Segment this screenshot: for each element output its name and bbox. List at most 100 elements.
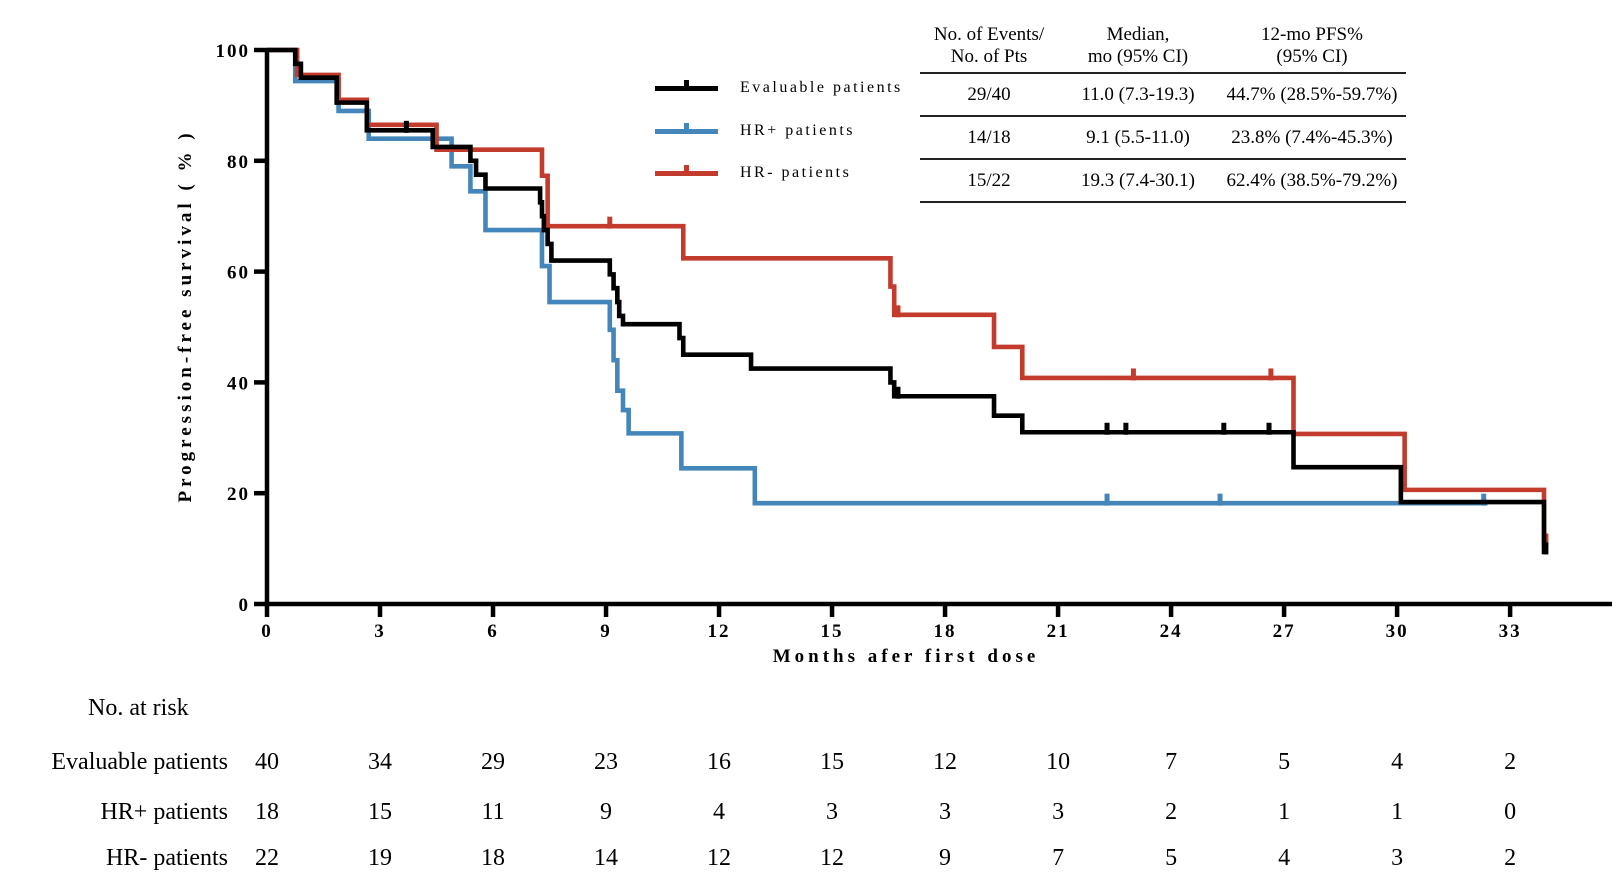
x-tick-label: 18 (934, 621, 957, 642)
risk-count: 4 (1278, 845, 1291, 871)
stats-pfs12: 62.4% (38.5%-79.2%) (1218, 159, 1406, 203)
x-tick-label: 24 (1160, 621, 1183, 642)
risk-row-label: HR- patients (106, 845, 228, 871)
x-tick-label: 30 (1386, 621, 1409, 642)
risk-count: 4 (713, 799, 726, 825)
legend-swatch-hr-plus-icon (655, 120, 718, 142)
censor-tick-icon (607, 216, 613, 229)
legend-item-evaluable: Evaluable patients (655, 77, 903, 99)
stats-header-pfs12: 12-mo PFS% (95% CI) (1218, 20, 1406, 74)
censor-tick-icon (1123, 422, 1129, 435)
x-tick-label: 15 (821, 621, 844, 642)
legend-label-hr-plus: HR+ patients (740, 122, 856, 139)
censor-tick-icon (1268, 368, 1274, 381)
y-tick-label: 20 (227, 484, 250, 505)
stats-header-median: Median, mo (95% CI) (1058, 20, 1218, 74)
x-tick-label: 27 (1273, 621, 1296, 642)
risk-count: 29 (481, 749, 506, 775)
risk-row-label: Evaluable patients (51, 749, 228, 775)
pfs-curve-hr-minus (267, 47, 1548, 546)
risk-count: 12 (933, 749, 958, 775)
risk-count: 3 (939, 799, 952, 825)
risk-count: 34 (368, 749, 392, 775)
stats-events: 14/18 (920, 116, 1058, 160)
x-tick-label: 3 (374, 621, 386, 642)
x-tick-label: 9 (600, 621, 612, 642)
risk-count: 16 (707, 749, 732, 775)
stats-median: 11.0 (7.3-19.3) (1058, 73, 1218, 117)
stats-row-evaluable: 29/40 11.0 (7.3-19.3) 44.7% (28.5%-59.7%… (920, 73, 1406, 117)
stats-header-events: No. of Events/No. of Pts (920, 20, 1058, 74)
risk-table-title: No. at risk (88, 695, 189, 721)
x-tick-label: 6 (487, 621, 499, 642)
x-axis-title: Months afer first dose (772, 646, 1040, 667)
risk-count: 9 (939, 845, 952, 871)
legend-item-hr-plus: HR+ patients (655, 120, 855, 142)
risk-count: 12 (820, 845, 845, 871)
stats-row-hr-minus: 15/22 19.3 (7.4-30.1) 62.4% (38.5%-79.2%… (920, 159, 1406, 203)
x-tick-label: 21 (1047, 621, 1070, 642)
censor-tick-icon (1266, 422, 1272, 435)
censor-tick-icon (1130, 368, 1136, 381)
y-tick-label: 60 (227, 263, 250, 284)
risk-count: 2 (1504, 845, 1517, 871)
risk-count: 7 (1052, 845, 1065, 871)
legend-swatch-evaluable-icon (655, 77, 718, 99)
y-tick-label: 100 (216, 41, 251, 62)
risk-count: 15 (368, 799, 392, 825)
risk-count: 2 (1504, 749, 1517, 775)
censor-tick-icon (1104, 493, 1110, 506)
stats-median: 9.1 (5.5-11.0) (1058, 116, 1218, 160)
censor-tick-icon (1217, 493, 1223, 506)
risk-count: 14 (594, 845, 619, 871)
risk-count: 11 (481, 799, 505, 825)
legend-item-hr-minus: HR- patients (655, 162, 851, 184)
censor-tick-icon (895, 305, 901, 318)
risk-count: 10 (1046, 749, 1071, 775)
stats-events: 15/22 (920, 159, 1058, 203)
risk-count: 0 (1504, 799, 1517, 825)
stats-table: No. of Events/No. of Pts Median, mo (95% … (920, 20, 1406, 203)
risk-count: 15 (820, 749, 845, 775)
risk-row-label: HR+ patients (100, 799, 228, 825)
risk-count: 22 (255, 845, 279, 871)
risk-count: 5 (1278, 749, 1291, 775)
censor-tick-icon (1104, 422, 1110, 435)
x-tick-label: 33 (1499, 621, 1522, 642)
stats-median: 19.3 (7.4-30.1) (1058, 159, 1218, 203)
legend-label-hr-minus: HR- patients (740, 164, 852, 181)
pfs-curve-evaluable (267, 47, 1548, 555)
risk-count: 3 (1052, 799, 1065, 825)
risk-count: 23 (594, 749, 619, 775)
legend-label-evaluable: Evaluable patients (740, 79, 903, 96)
stats-pfs12: 44.7% (28.5%-59.7%) (1218, 73, 1406, 117)
risk-count: 9 (600, 799, 613, 825)
y-tick-label: 80 (227, 152, 250, 173)
censor-tick-icon (1543, 542, 1549, 555)
censor-tick-icon (895, 386, 901, 399)
risk-count: 3 (1391, 845, 1404, 871)
censor-tick-icon (1481, 493, 1487, 506)
y-tick-label: 40 (227, 373, 250, 394)
risk-count: 1 (1391, 799, 1404, 825)
stats-pfs12: 23.8% (7.4%-45.3%) (1218, 116, 1406, 160)
risk-count: 7 (1165, 749, 1178, 775)
y-tick-label: 0 (239, 595, 251, 616)
stats-events: 29/40 (920, 73, 1058, 117)
risk-count: 18 (255, 799, 279, 825)
risk-count: 40 (255, 749, 279, 775)
risk-count: 12 (707, 845, 732, 871)
risk-count: 4 (1391, 749, 1404, 775)
x-tick-label: 0 (261, 621, 273, 642)
risk-count: 18 (481, 845, 506, 871)
x-tick-label: 12 (708, 621, 731, 642)
y-axis-title: Progression-free survival ( % ) (175, 129, 196, 503)
censor-tick-icon (1221, 422, 1227, 435)
risk-count: 2 (1165, 799, 1178, 825)
risk-count: 3 (826, 799, 839, 825)
censor-tick-icon (403, 120, 409, 133)
risk-count: 5 (1165, 845, 1178, 871)
risk-count: 19 (368, 845, 392, 871)
